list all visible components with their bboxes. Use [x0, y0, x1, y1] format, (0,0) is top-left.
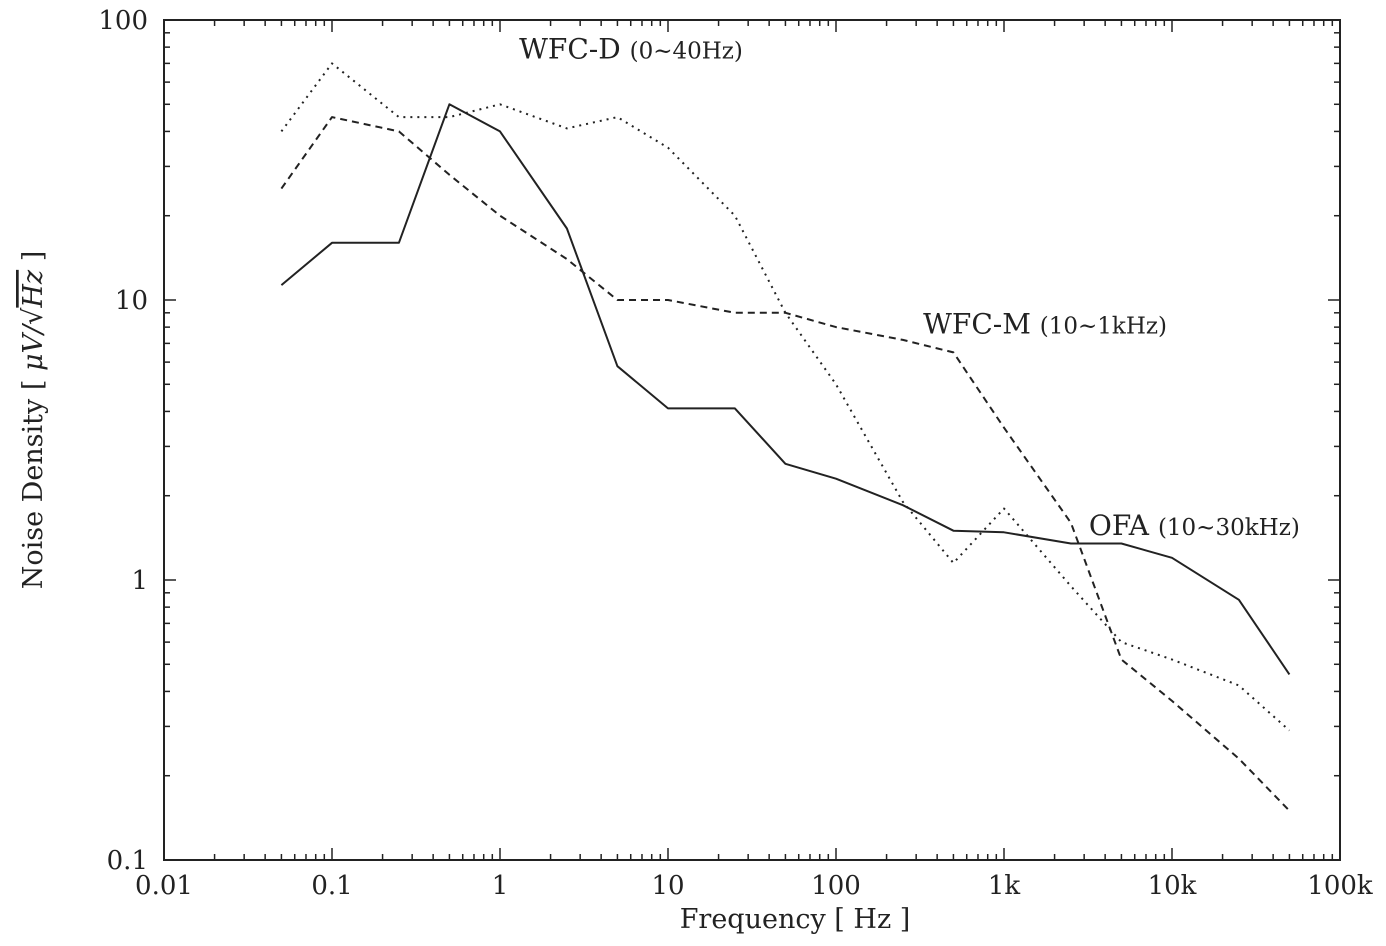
x-tick-label: 100: [811, 871, 861, 901]
x-tick-label: 100k: [1307, 871, 1373, 901]
axis-ticks: [163, 20, 1340, 861]
series-annotation: WFC-D (0~40Hz): [519, 32, 743, 65]
y-axis-title-hz: Hz: [18, 269, 49, 309]
series-annotations: WFC-D (0~40Hz) WFC-M (10~1kHz) OFA (10~30k…: [519, 32, 1300, 542]
y-tick-labels: 0.1 1 10 100: [98, 6, 148, 876]
y-axis-title-radical: √: [18, 307, 49, 325]
y-axis-title: Noise Density [ μV/√Hz ]: [18, 251, 49, 590]
x-tick-label: 0.01: [135, 871, 193, 901]
series-annotation: WFC-M (10~1kHz): [923, 307, 1167, 340]
annotation-range: (0~40Hz): [630, 38, 743, 64]
y-tick-label: 100: [98, 6, 148, 36]
x-tick-label: 1k: [988, 871, 1021, 901]
y-tick-label: 10: [115, 286, 148, 316]
x-tick-label: 1: [492, 871, 509, 901]
annotation-range: (10~1kHz): [1040, 313, 1167, 339]
y-tick-label: 1: [131, 566, 148, 596]
series-line-dashed: [280, 116, 1291, 812]
series-line-solid: [280, 103, 1291, 675]
annotation-range: (10~30kHz): [1158, 515, 1300, 541]
plot-frame: [163, 19, 1341, 861]
x-tick-label: 10k: [1148, 871, 1197, 901]
series-lines: [280, 62, 1291, 812]
x-tick-label: 0.1: [311, 871, 352, 901]
annotation-name: WFC-M: [923, 307, 1040, 340]
series-line-dotted: [280, 62, 1291, 732]
y-tick-label: 0.1: [107, 846, 148, 876]
x-axis-title: Frequency [ Hz ]: [680, 904, 911, 935]
annotation-name: OFA: [1089, 509, 1158, 542]
series-annotation: OFA (10~30kHz): [1089, 509, 1300, 542]
y-axis-title-suffix: ]: [18, 251, 49, 270]
x-tick-label: 10: [651, 871, 684, 901]
y-axis-title-prefix: Noise Density [: [18, 371, 49, 589]
y-axis-title-unit: μV/: [18, 322, 49, 371]
annotation-name: WFC-D: [519, 32, 629, 65]
x-tick-labels: 0.01 0.1 1 10 100 1k 10k 100k: [135, 871, 1373, 901]
